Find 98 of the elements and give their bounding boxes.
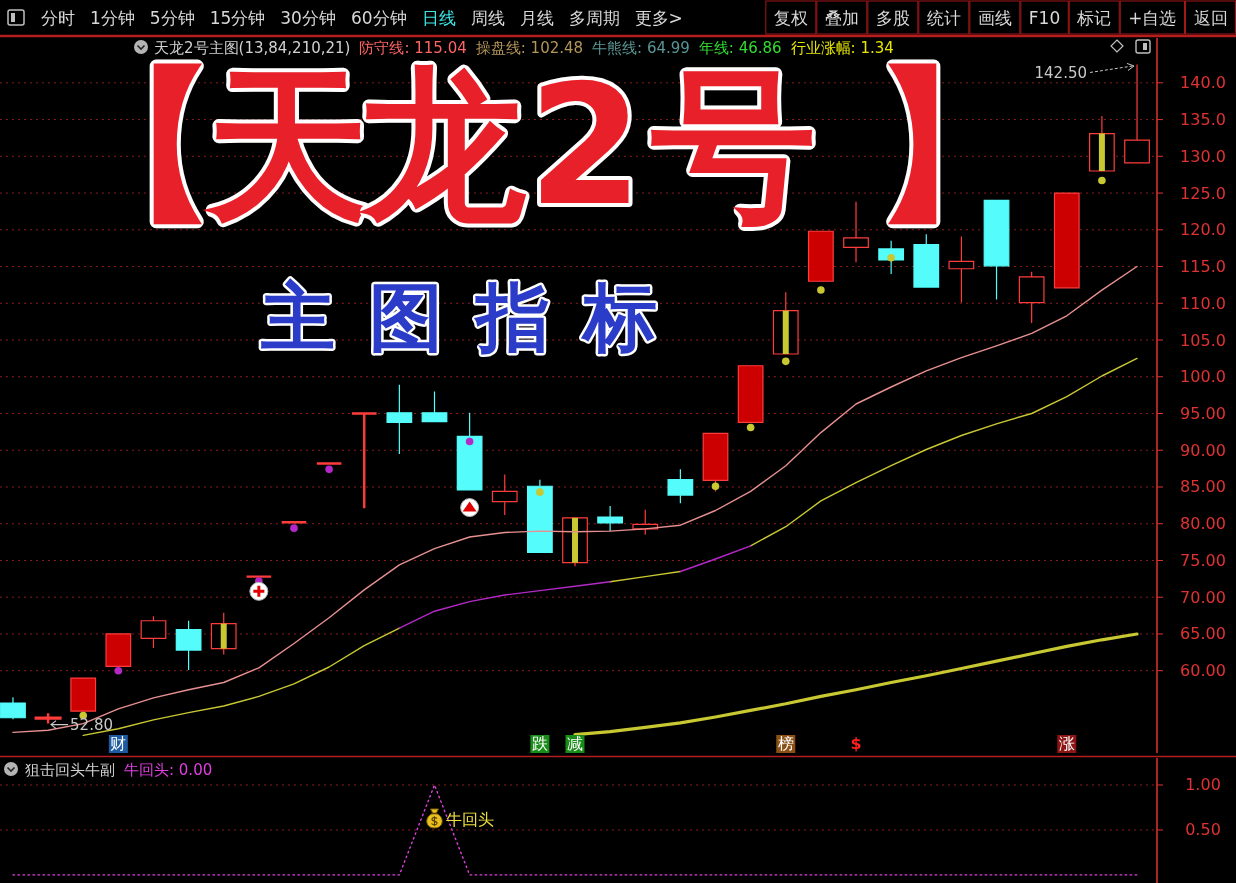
y-tick-label: 105.0: [1180, 330, 1226, 350]
bar: [572, 517, 578, 563]
text: F10: [1028, 8, 1061, 28]
text: 复权: [773, 8, 808, 28]
point: [1098, 176, 1106, 185]
annotation: 主图指标: [260, 274, 657, 360]
bar: [1098, 133, 1105, 172]
candlestick: [843, 201, 869, 263]
candlestick: [808, 230, 834, 282]
y-tick-label: 80.00: [1180, 514, 1226, 534]
text: 60分钟: [350, 8, 407, 28]
chart-title: 狙击回头牛副: [25, 761, 115, 779]
bar: [220, 623, 227, 649]
candlestick: [315, 462, 343, 465]
point: [817, 286, 825, 294]
candlestick: [491, 473, 518, 516]
candlestick: [737, 365, 764, 423]
annotation: 防守线: 115.04: [359, 39, 467, 57]
annotation: 操盘线: 102.48: [475, 39, 584, 57]
candlestick: [70, 677, 97, 712]
annotation: 52.80: [70, 715, 114, 734]
point: [781, 357, 790, 366]
y-tick-label: 60.00: [1180, 661, 1226, 681]
annotation: 142.50: [1034, 64, 1088, 83]
y-tick-label: 85.00: [1180, 477, 1226, 497]
y-tick-label: 140.0: [1180, 73, 1226, 93]
candlestick: [175, 620, 202, 671]
y-tick-label: 125.0: [1180, 183, 1226, 203]
candlestick: [456, 412, 483, 491]
candlestick: [526, 479, 553, 553]
point: [114, 666, 123, 675]
text: +自选: [1128, 8, 1177, 28]
candlestick: [421, 390, 448, 423]
point: [536, 488, 544, 496]
annotation: 涨: [1058, 734, 1075, 753]
annotation: 牛回头: 0.00: [124, 761, 213, 779]
annotation: 牛熊线: 64.99: [592, 39, 690, 57]
text: 多周期: [568, 8, 620, 28]
annotation: 跌: [531, 734, 548, 753]
bar: [782, 310, 789, 354]
candlestick: [597, 505, 624, 532]
candlestick: [386, 384, 413, 455]
y-tick-label: 135.0: [1180, 110, 1226, 130]
point: [325, 465, 333, 474]
point: [887, 253, 895, 262]
text: 5分钟: [149, 8, 195, 28]
candlestick: [280, 521, 308, 524]
y-tick-label: 65.00: [1180, 624, 1226, 644]
text: 统计: [926, 8, 961, 28]
y-tick-label: 120.0: [1180, 220, 1226, 240]
candlestick: [702, 432, 729, 492]
candlestick: [34, 712, 62, 725]
annotation: 减: [567, 734, 583, 753]
text: 更多>: [634, 8, 683, 28]
annotation: 榜: [777, 734, 794, 753]
y-tick-label: 130.0: [1180, 146, 1226, 166]
text: 30分钟: [280, 8, 336, 28]
text: 返回: [1193, 8, 1228, 28]
y-tick-label: 110.0: [1180, 293, 1226, 313]
candlestick: [0, 696, 26, 720]
line-series: [12, 265, 1138, 734]
candlestick: [1053, 192, 1080, 289]
annotation: 年线: 46.86: [698, 39, 782, 57]
candlestick: [913, 233, 940, 288]
text: 1分钟: [90, 8, 135, 28]
annotation: 行业涨幅: 1.34: [790, 39, 894, 57]
y-tick-label: 1.00: [1185, 775, 1221, 795]
candlestick: [983, 199, 1010, 301]
point: [290, 524, 298, 532]
y-tick-label: 70.00: [1180, 587, 1226, 607]
point: [746, 423, 755, 432]
y-tick-label: 0.50: [1185, 820, 1221, 840]
text: 月线: [519, 8, 554, 28]
annotation: $: [850, 734, 862, 753]
text: 叠加: [824, 8, 859, 28]
y-tick-label: 100.0: [1180, 367, 1226, 387]
candlestick: [245, 575, 273, 578]
y-tick-label: 115.0: [1180, 257, 1226, 277]
text: 标记: [1076, 8, 1112, 28]
annotation: 财: [110, 734, 127, 753]
candlestick: [1018, 271, 1045, 324]
point: [711, 482, 720, 491]
y-tick-label: 95.00: [1180, 404, 1226, 423]
candlestick: [105, 633, 132, 667]
text: 分时: [41, 8, 75, 28]
y-tick-label: 75.00: [1180, 550, 1226, 570]
text: 周线: [470, 8, 505, 28]
point: [465, 437, 474, 446]
text: 画线: [977, 8, 1012, 28]
annotation: 牛回头: [446, 809, 495, 829]
text: 日线: [421, 8, 456, 28]
y-tick-label: 90.00: [1180, 440, 1226, 460]
candlestick: [948, 235, 975, 304]
text: 多股: [875, 8, 910, 28]
text: 15分钟: [209, 8, 266, 28]
candlestick: [667, 468, 694, 504]
candlestick: [140, 615, 167, 649]
candlestick: [350, 412, 378, 510]
